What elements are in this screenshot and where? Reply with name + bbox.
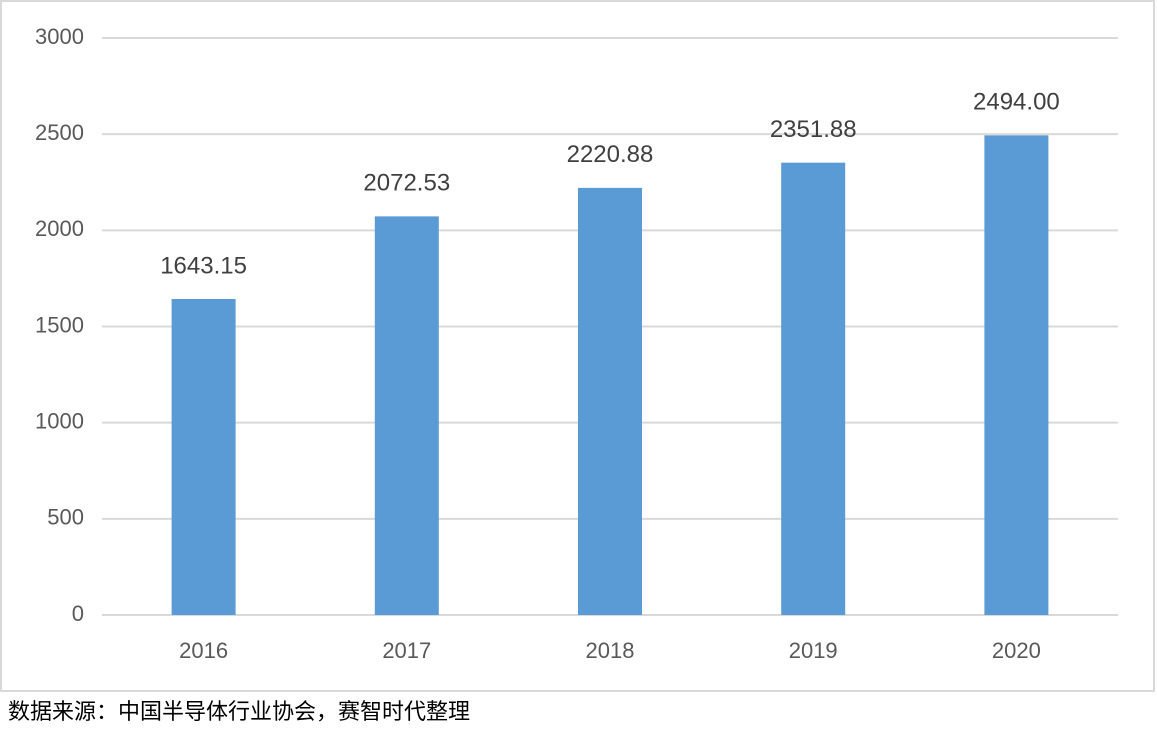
y-tick-label: 3000 bbox=[35, 24, 84, 49]
value-label: 2072.53 bbox=[363, 170, 450, 197]
source-note: 数据来源：中国半导体行业协会，赛智时代整理 bbox=[8, 700, 470, 725]
y-tick-label: 2500 bbox=[35, 120, 84, 145]
x-tick-label: 2019 bbox=[789, 638, 838, 663]
value-label: 1643.15 bbox=[160, 252, 247, 279]
value-label: 2351.88 bbox=[770, 116, 857, 143]
value-label: 2494.00 bbox=[973, 89, 1060, 116]
y-tick-label: 2000 bbox=[35, 216, 84, 241]
y-tick-label: 0 bbox=[72, 601, 84, 626]
y-tick-label: 500 bbox=[47, 505, 84, 530]
bar bbox=[984, 135, 1049, 615]
bar bbox=[781, 162, 846, 615]
y-tick-label: 1000 bbox=[35, 408, 84, 433]
bar bbox=[171, 298, 236, 615]
x-tick-label: 2016 bbox=[179, 638, 228, 663]
value-label: 2220.88 bbox=[567, 141, 654, 168]
bar bbox=[578, 187, 642, 615]
bar bbox=[374, 216, 439, 615]
y-tick-label: 1500 bbox=[35, 312, 84, 337]
x-tick-label: 2017 bbox=[382, 638, 431, 663]
x-tick-label: 2020 bbox=[992, 638, 1041, 663]
x-tick-label: 2018 bbox=[586, 638, 635, 663]
